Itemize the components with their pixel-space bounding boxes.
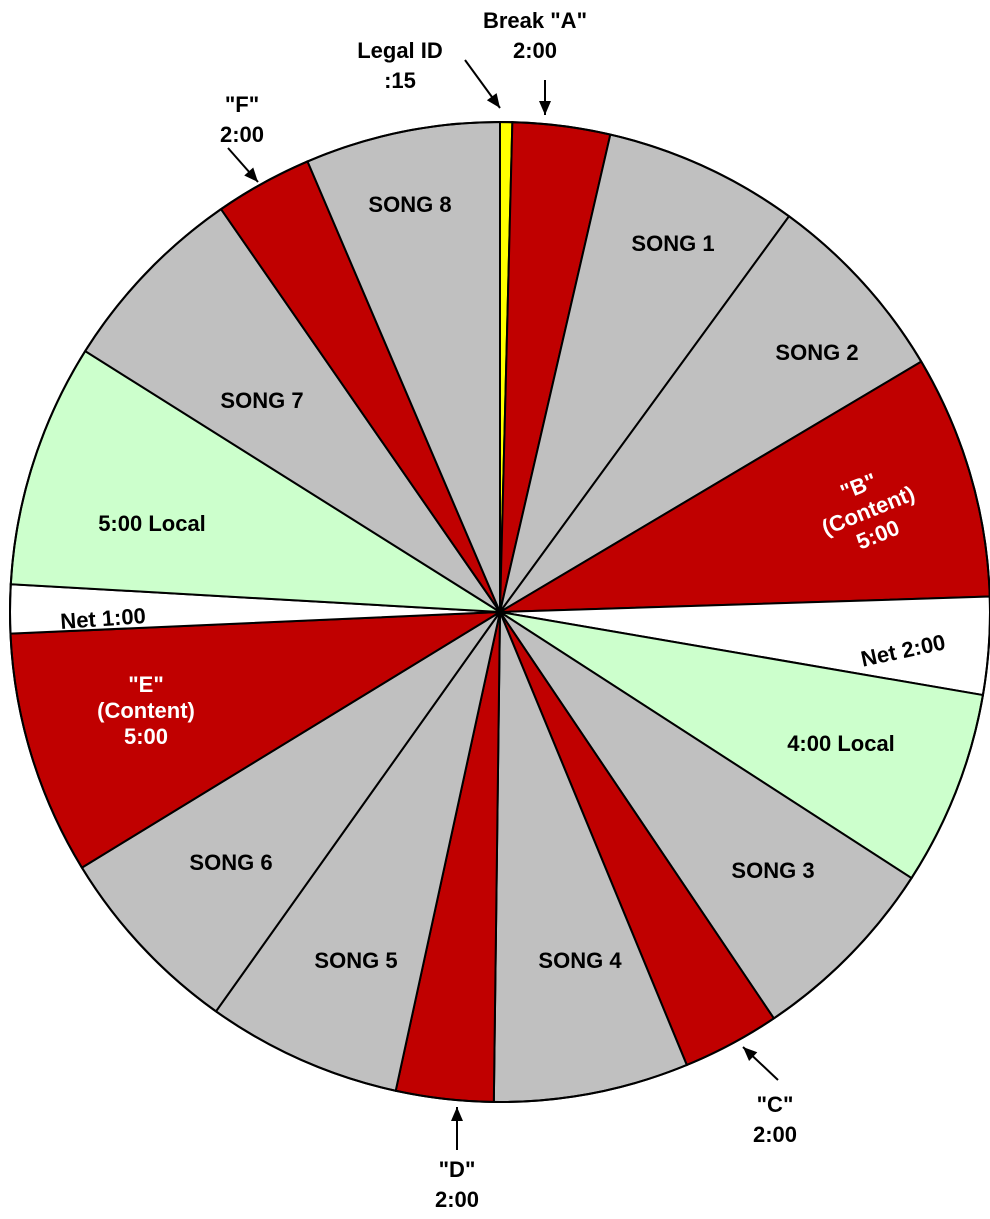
label-net-1: Net 1:00 bbox=[59, 603, 146, 634]
callout-text-legal-id: Legal ID:15 bbox=[357, 38, 443, 93]
label-local-5: 5:00 Local bbox=[98, 511, 206, 536]
callout-break-d: "D" 2:00 bbox=[435, 1107, 479, 1212]
callout-arrowhead-break-d bbox=[451, 1107, 463, 1121]
clock-outline bbox=[9, 121, 990, 1103]
callout-text-break-f: "F" 2:00 bbox=[220, 92, 264, 147]
label-local-4: 4:00 Local bbox=[787, 731, 895, 756]
label-song-5: SONG 5 bbox=[314, 948, 397, 973]
label-song-1: SONG 1 bbox=[631, 231, 714, 256]
pie-wedges bbox=[9, 120, 990, 1103]
label-song-3: SONG 3 bbox=[731, 858, 814, 883]
callout-text-break-d: "D" 2:00 bbox=[435, 1157, 479, 1212]
callout-break-a: Break "A" 2:00 bbox=[483, 8, 587, 115]
callout-labels: Legal ID:15 Break "A" 2:00 "C" 2:00 "D" 2:00 "F… bbox=[220, 8, 797, 1212]
callout-text-break-c: "C" 2:00 bbox=[753, 1092, 797, 1147]
label-break-e: "E" (Content) 5:00 bbox=[97, 672, 195, 749]
callout-break-f: "F" 2:00 bbox=[220, 92, 264, 183]
label-song-8: SONG 8 bbox=[368, 192, 451, 217]
label-song-7: SONG 7 bbox=[220, 388, 303, 413]
callout-break-c: "C" 2:00 bbox=[742, 1046, 797, 1147]
callout-arrowhead-legal-id bbox=[486, 93, 500, 108]
label-song-4: SONG 4 bbox=[538, 948, 622, 973]
callout-legal-id: Legal ID:15 bbox=[357, 38, 501, 109]
label-song-6: SONG 6 bbox=[189, 850, 272, 875]
label-song-2: SONG 2 bbox=[775, 340, 858, 365]
callout-text-break-a: Break "A" 2:00 bbox=[483, 8, 587, 63]
callout-arrowhead-break-f bbox=[244, 167, 258, 182]
callout-arrowhead-break-c bbox=[743, 1047, 758, 1061]
callout-arrowhead-break-a bbox=[539, 101, 551, 115]
